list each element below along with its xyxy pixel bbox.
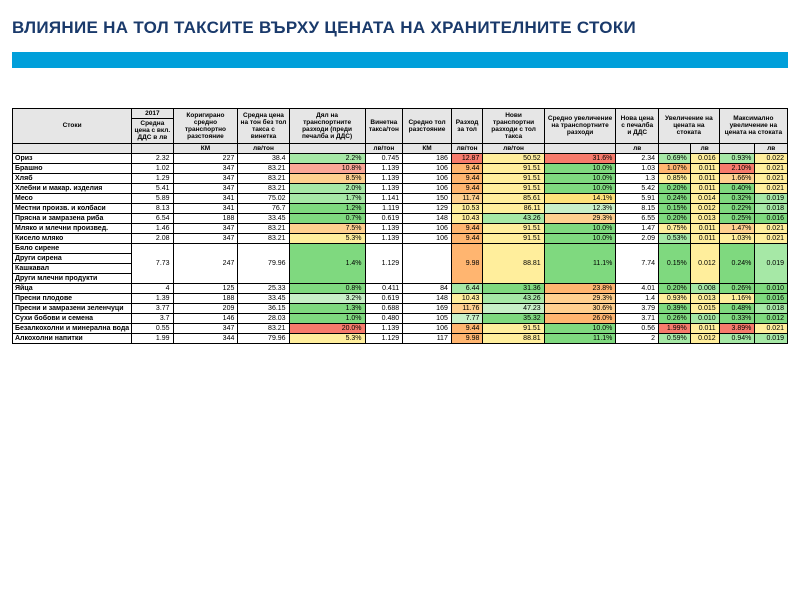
table-row: Яйца412525.330.8%0.411846.4431.3623.8%4.…: [13, 283, 788, 293]
table-row: Хлебни и макар. изделия5.4134783.212.0%1…: [13, 183, 788, 193]
table-row: Алкохолни напитки1.9934479.965.3%1.12911…: [13, 333, 788, 343]
table-row: Безалкохолни и минерална вода0.5534783.2…: [13, 323, 788, 333]
table-row-label: Хляб: [13, 173, 132, 183]
table-row-label: Хлебни и макар. изделия: [13, 183, 132, 193]
table-row-label: Местни произв. и колбаси: [13, 203, 132, 213]
table-row-label: Кашкавал: [13, 263, 132, 273]
main-table: Стоки2017Коригирано средно транспортно р…: [12, 108, 788, 344]
table-row: Прясна и замразена риба6.5418833.450.7%0…: [13, 213, 788, 223]
table-row: Ориз2.3222738.42.2%0.74518612.8750.5231.…: [13, 153, 788, 163]
table-row: Месо5.8934175.021.7%1.14115011.7485.6114…: [13, 193, 788, 203]
table-row-label: Месо: [13, 193, 132, 203]
table-row-label: Пресни плодове: [13, 293, 132, 303]
table-row: Кисело мляко2.0834783.215.3%1.1391069.44…: [13, 233, 788, 243]
table-row: Пресни и замразени зеленчуци3.7720936.15…: [13, 303, 788, 313]
table-row-label: Сухи бобови и семена: [13, 313, 132, 323]
page-title: ВЛИЯНИЕ НА ТОЛ ТАКСИТЕ ВЪРХУ ЦЕНАТА НА Х…: [12, 18, 788, 38]
table-row-label: Яйца: [13, 283, 132, 293]
table-row-label: Пресни и замразени зеленчуци: [13, 303, 132, 313]
table-row-label: Брашно: [13, 163, 132, 173]
table-row: Мляко и млечни произвед.1.4634783.217.5%…: [13, 223, 788, 233]
table-row-label: Безалкохолни и минерална вода: [13, 323, 132, 333]
table-row-label: Други сирена: [13, 253, 132, 263]
table-row-label: Кисело мляко: [13, 233, 132, 243]
table-row-label: Мляко и млечни произвед.: [13, 223, 132, 233]
table-row-label: Алкохолни напитки: [13, 333, 132, 343]
table-row: Местни произв. и колбаси8.1334176.71.2%1…: [13, 203, 788, 213]
table-body: Ориз2.3222738.42.2%0.74518612.8750.5231.…: [13, 153, 788, 343]
table-row-label: Прясна и замразена риба: [13, 213, 132, 223]
table-row-label: Бяло сирене: [13, 243, 132, 253]
table-row: Брашно1.0234783.2110.8%1.1391069.4491.51…: [13, 163, 788, 173]
table-row-label: Ориз: [13, 153, 132, 163]
table-row-label: Други млечни продукти: [13, 273, 132, 283]
table-row: Хляб1.2934783.218.5%1.1391069.4491.5110.…: [13, 173, 788, 183]
accent-bar: [12, 52, 788, 68]
table-row: Пресни плодове1.3918833.453.2%0.61914810…: [13, 293, 788, 303]
table-header: Стоки2017Коригирано средно транспортно р…: [13, 109, 788, 154]
table-row: Сухи бобови и семена3.714628.031.0%0.480…: [13, 313, 788, 323]
